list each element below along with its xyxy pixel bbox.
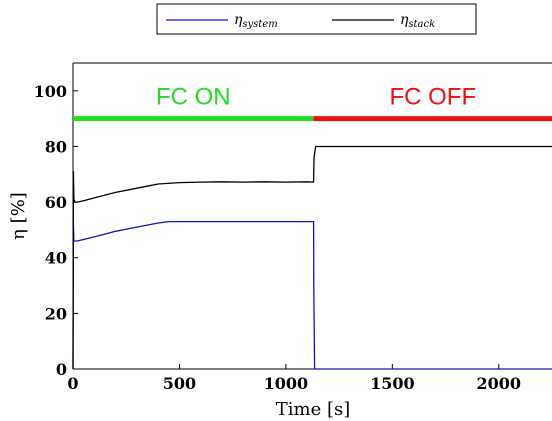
series-line-1 [72,145,552,370]
x-tick-label: 0 [67,374,78,393]
x-tick-label: 2000 [477,374,522,393]
y-tick-label: 20 [45,304,67,323]
legend-label-system: ηsystem [234,12,278,30]
series [72,145,552,370]
y-axis-title: η [%] [8,192,29,240]
x-tick-label: 1000 [264,374,309,393]
y-tick-label: 100 [34,82,67,101]
legend-box [156,3,477,35]
annotation-label: FC OFF [389,84,476,111]
y-tick-label: 0 [56,360,67,379]
annotations: FC ON FC OFF [73,84,552,122]
y-tick-label: 60 [45,193,67,212]
annotation-label: FC ON [156,84,231,111]
x-axis-title: Time [s] [276,399,351,420]
series-line-0 [72,220,552,370]
ticks: 0 500 1000 1500 2000 0 20 40 60 80 100 [34,82,521,393]
axes [72,62,552,370]
legend: ηsystem ηstack [156,3,477,35]
y-tick-label: 80 [45,137,67,156]
x-tick-label: 1500 [370,374,415,393]
legend-label-stack: ηstack [400,12,435,30]
y-tick-label: 40 [45,249,67,268]
x-tick-label: 500 [163,374,196,393]
